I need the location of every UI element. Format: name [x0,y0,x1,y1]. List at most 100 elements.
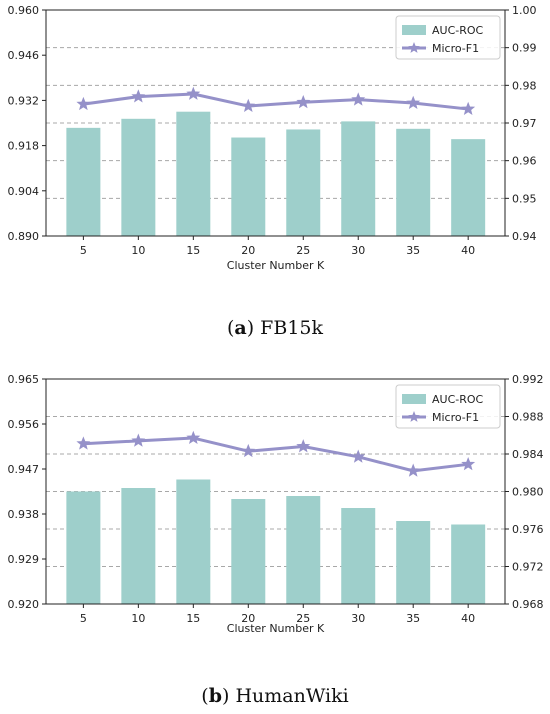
caption-label: b [209,685,222,707]
caption-open-paren: ( [201,685,208,707]
point-micro-f1 [241,443,256,458]
point-micro-f1 [76,96,91,111]
bar-auc-roc [66,127,101,236]
right-tick-label: 1.00 [512,4,537,17]
point-micro-f1 [461,101,476,115]
bar-auc-roc [341,121,376,236]
bar-auc-roc [231,137,266,236]
x-tick-label: 30 [351,612,365,625]
point-micro-f1 [406,95,421,109]
left-tick-label: 0.904 [8,185,40,198]
bar-auc-roc [176,111,211,236]
left-tick-label: 0.965 [8,373,40,386]
x-tick-label: 10 [131,244,145,257]
legend-swatch-auc-roc [402,394,426,404]
left-tick-label: 0.947 [8,463,40,476]
left-tick-label: 0.946 [8,49,40,62]
point-micro-f1 [76,436,91,450]
left-tick-label: 0.932 [8,94,40,107]
right-tick-label: 0.96 [512,155,537,168]
legend-star-icon [408,42,420,53]
bar-auc-roc [396,521,431,604]
point-micro-f1 [186,430,201,444]
right-tick-label: 0.98 [512,79,537,92]
bar-auc-roc [66,491,101,604]
right-tick-label: 0.97 [512,117,537,130]
point-micro-f1 [131,89,146,103]
legend: AUC-ROC Micro-F1 [395,384,501,429]
right-tick-label: 0.976 [512,523,544,536]
right-tick-label: 0.95 [512,192,537,205]
legend-swatch-auc-roc [402,25,426,35]
legend-label-auc-roc: AUC-ROC [432,393,484,406]
bar-auc-roc [121,488,156,604]
x-tick-label: 5 [80,244,87,257]
right-tick-label: 0.988 [512,411,544,424]
series-line-micro-f1 [83,92,469,111]
x-tick-label: 40 [461,612,475,625]
x-tick-label: 35 [406,244,420,257]
left-tick-label: 0.956 [8,418,40,431]
chart-panel-a: 0.890 0.904 0.918 0.932 0.946 0.960 0.94 0.95 0.… [8,4,537,339]
caption-label: a [234,317,246,339]
x-tick-label: 30 [351,244,365,257]
x-tick-label: 15 [186,244,200,257]
x-tick-label: 10 [131,612,145,625]
x-axis-label: Cluster Number K [227,622,325,635]
left-tick-label: 0.929 [8,553,40,566]
x-tick-label: 40 [461,244,475,257]
point-micro-f1 [461,456,476,471]
point-micro-f1 [351,449,366,463]
x-tick-label: 15 [186,612,200,625]
bar-auc-roc [231,499,266,604]
caption-close-paren: ) [222,685,235,707]
point-micro-f1 [351,92,366,106]
x-axis-label: Cluster Number K [227,259,325,272]
legend-star-icon [408,411,420,422]
x-tick-label: 25 [296,244,310,257]
legend: AUC-ROC Micro-F1 [395,15,501,60]
point-micro-f1 [296,94,311,109]
right-tick-label: 0.992 [512,373,544,386]
bar-auc-roc [286,129,321,236]
x-tick-label: 20 [241,612,255,625]
point-micro-f1 [406,463,421,477]
point-micro-f1 [131,433,146,447]
bar-auc-roc [176,479,211,604]
panel-caption: (a) FB15k [227,317,324,339]
bar-auc-roc [121,118,156,236]
caption-close-paren: ) [247,317,260,339]
right-tick-label: 0.968 [512,598,544,611]
legend-label-micro-f1: Micro-F1 [432,42,479,55]
bar-auc-roc [396,128,431,236]
point-micro-f1 [296,439,311,453]
bar-auc-roc [451,524,486,604]
right-tick-label: 0.984 [512,448,544,461]
bar-auc-roc [286,496,321,604]
right-tick-label: 0.972 [512,561,544,574]
point-micro-f1 [186,86,201,100]
point-micro-f1 [241,98,256,112]
left-tick-label: 0.920 [8,598,40,611]
right-tick-label: 0.99 [512,42,537,55]
left-tick-label: 0.938 [8,508,40,521]
caption-text: FB15k [260,317,323,339]
x-tick-label: 25 [296,612,310,625]
panel-caption: (b) HumanWiki [201,685,348,707]
bar-auc-roc [341,508,376,604]
legend-label-auc-roc: AUC-ROC [432,24,484,37]
caption-text: HumanWiki [235,685,348,707]
legend-label-micro-f1: Micro-F1 [432,411,479,424]
left-tick-label: 0.918 [8,140,40,153]
right-tick-label: 0.94 [512,230,537,243]
left-tick-label: 0.890 [8,230,40,243]
series-line-micro-f1 [83,436,469,473]
x-tick-label: 35 [406,612,420,625]
right-tick-label: 0.980 [512,486,544,499]
bar-auc-roc [451,139,486,236]
x-tick-label: 20 [241,244,255,257]
caption-open-paren: ( [227,317,234,339]
x-tick-label: 5 [80,612,87,625]
left-tick-label: 0.960 [8,4,40,17]
